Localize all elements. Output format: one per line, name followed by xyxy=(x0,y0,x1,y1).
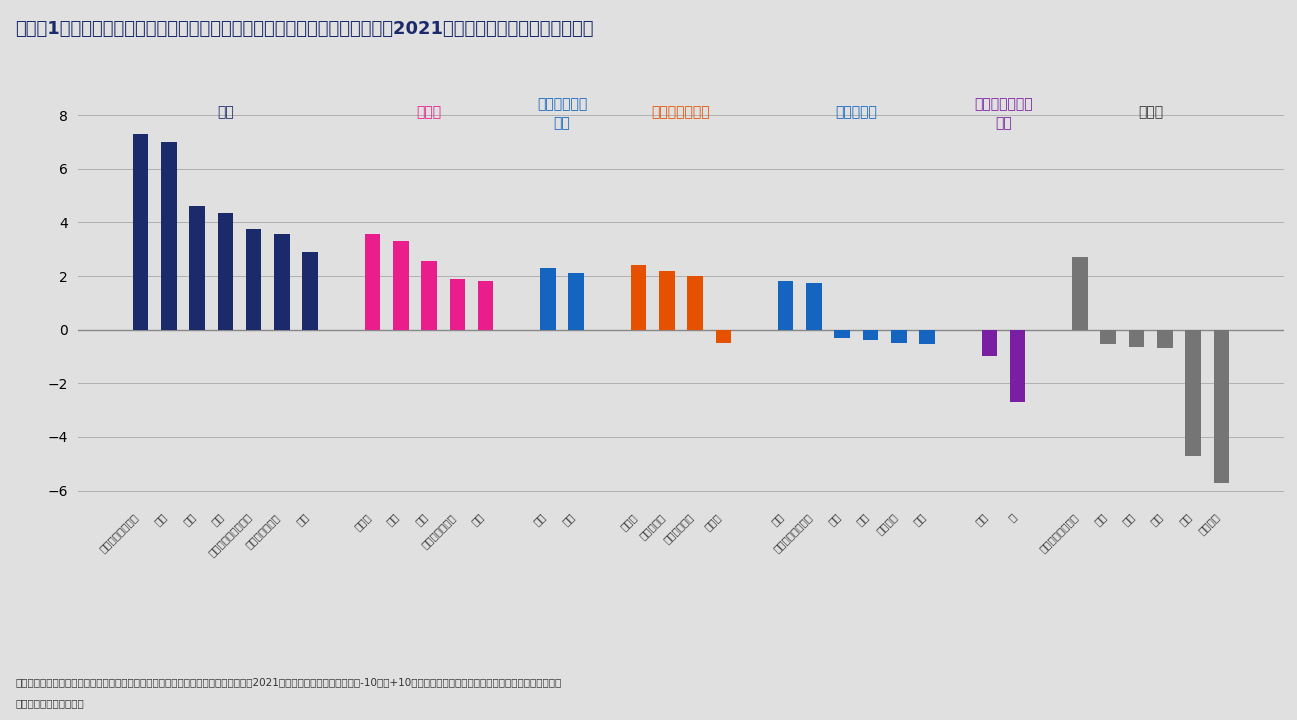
Bar xyxy=(807,283,822,330)
Text: （図表1）インベスコのグローバル・マーケット・ストラテジーチームによる2021年の資産パフォーマンス見通し: （図表1）インベスコのグローバル・マーケット・ストラテジーチームによる2021年… xyxy=(16,20,594,38)
Text: 現金・現金類似: 現金・現金類似 xyxy=(974,97,1032,111)
Text: 株式: 株式 xyxy=(217,105,233,119)
Bar xyxy=(274,235,289,330)
Bar xyxy=(920,330,935,344)
Bar xyxy=(687,276,703,330)
Bar xyxy=(659,271,674,330)
Text: 投資適格債: 投資適格債 xyxy=(835,105,877,119)
Bar xyxy=(1157,330,1172,348)
Bar xyxy=(834,330,850,338)
Bar xyxy=(1214,330,1230,482)
Bar xyxy=(1100,330,1115,344)
Bar xyxy=(189,206,205,330)
Bar xyxy=(778,282,794,330)
Bar xyxy=(302,252,318,330)
Bar xyxy=(540,268,555,330)
Bar xyxy=(422,261,437,330)
Bar xyxy=(1128,330,1144,347)
Text: （出所）インベスコ作成: （出所）インベスコ作成 xyxy=(16,698,84,708)
Text: 資産: 資産 xyxy=(995,116,1012,130)
Text: （注）インベスコ・グローバル・ストラテジーチームの各メンバーが各資産クラスの2021年におけるパフォーマンスを-10から+10までの数値で相対的に評価した結果を: （注）インベスコ・グローバル・ストラテジーチームの各メンバーが各資産クラスの20… xyxy=(16,677,562,687)
Bar xyxy=(1185,330,1201,456)
Bar xyxy=(982,330,997,356)
Text: 不動産: 不動産 xyxy=(416,105,442,119)
Bar xyxy=(863,330,878,341)
Bar xyxy=(716,330,732,343)
Bar xyxy=(218,213,233,330)
Bar xyxy=(393,241,409,330)
Bar xyxy=(1073,257,1088,330)
Bar xyxy=(568,274,584,330)
Text: ハイイールド: ハイイールド xyxy=(537,97,588,111)
Bar xyxy=(246,229,262,330)
Bar xyxy=(630,265,646,330)
Text: コモディティー: コモディティー xyxy=(651,105,711,119)
Bar xyxy=(1010,330,1026,402)
Bar xyxy=(132,134,148,330)
Bar xyxy=(161,142,176,330)
Text: 政府債: 政府債 xyxy=(1137,105,1163,119)
Bar xyxy=(891,330,907,343)
Bar xyxy=(477,282,493,330)
Bar xyxy=(450,279,466,330)
Bar xyxy=(364,235,380,330)
Text: 社債: 社債 xyxy=(554,116,571,130)
